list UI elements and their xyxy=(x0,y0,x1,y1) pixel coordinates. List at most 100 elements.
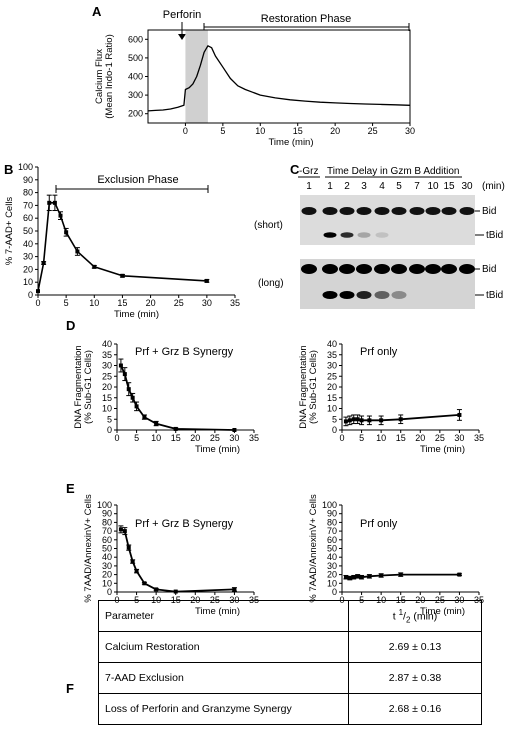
chart-e-left-y-tick-label: 10 xyxy=(102,578,112,588)
chart-d-right-data-point xyxy=(343,419,348,424)
blot-lane-label: 10 xyxy=(427,181,439,192)
blot-lane-label: 1 xyxy=(327,181,333,192)
blot-lane-labels: 1 1 2 3 4 5 7 10 15 30 xyxy=(306,181,473,192)
chart-a-x-tick-label: 0 xyxy=(183,126,188,136)
blot-bid-band-short xyxy=(374,207,390,215)
table-header-parameter: Parameter xyxy=(98,600,349,632)
chart-d-left-data-point xyxy=(173,426,178,431)
panel-label-b: B xyxy=(4,162,13,177)
chart-e-right-y-tick-label: 80 xyxy=(327,517,337,527)
chart-d-left-series-line xyxy=(120,365,235,431)
chart-b-y-tick-label: 40 xyxy=(23,239,33,249)
chart-d-left-y-tick-label: 10 xyxy=(102,404,112,414)
chart-b-data-point xyxy=(52,200,57,205)
blot-bid-band-long xyxy=(425,264,441,274)
chart-e-left-data-point xyxy=(118,527,123,532)
chart-b-data-point xyxy=(92,264,97,269)
chart-e-right-y-tick-label: 0 xyxy=(332,587,337,597)
chart-a-x-tick-label: 10 xyxy=(255,126,265,136)
chart-e-left-y-tick-label: 70 xyxy=(102,526,112,536)
chart-d-right-y-tick-label: 20 xyxy=(327,382,337,392)
perforin-arrow-head xyxy=(178,34,186,40)
chart-b-data-point xyxy=(75,249,80,254)
chart-e-left-y-tick-label: 60 xyxy=(102,535,112,545)
table-header-row: Parameter t 1/2 (min) xyxy=(98,600,482,632)
chart-a-y-tick-label: 600 xyxy=(128,34,143,44)
chart-d-left-data-point xyxy=(122,372,127,377)
table-row-param: Calcium Restoration xyxy=(98,631,349,663)
panel-a-annotations: Perforin Restoration Phase xyxy=(163,9,410,40)
chart-d-left-data-point xyxy=(232,428,237,432)
chart-b-data-point xyxy=(41,261,46,265)
blot-tbid-band-long xyxy=(322,291,338,299)
chart-e-right-data-point xyxy=(367,574,372,579)
blot-lane-label: 3 xyxy=(361,181,367,192)
chart-a-y-tick-label: 500 xyxy=(128,53,143,63)
chart-e-right-data-point xyxy=(355,574,360,579)
table-header-half-life: t 1/2 (min) xyxy=(348,600,482,632)
chart-e-left-data-point xyxy=(154,587,159,592)
table-row: 7-AAD Exclusion 2.87 ± 0.38 xyxy=(98,662,482,694)
blot-lane-label: 7 xyxy=(414,181,420,192)
chart-d-left-data-point xyxy=(154,421,159,426)
blot-bid-band-short xyxy=(441,207,457,215)
blot-tbid-band-long xyxy=(374,291,390,299)
blot-row-long-label: (long) xyxy=(258,278,284,289)
blot-tbid-band-short xyxy=(323,232,337,238)
table-row-value: 2.69 ± 0.13 xyxy=(348,631,482,663)
blot-bid-band-short xyxy=(459,207,475,215)
chart-a-x-tick-label: 20 xyxy=(330,126,340,136)
chart-a-x-tick-label: 25 xyxy=(368,126,378,136)
chart-d-left-y-axis-label: DNA Fragmentation xyxy=(73,345,84,428)
chart-b-y-tick-label: 100 xyxy=(18,162,33,172)
chart-b-x-tick-label: 35 xyxy=(230,298,240,308)
blot-lane-label: 5 xyxy=(396,181,402,192)
chart-d-right-y-tick-label: 40 xyxy=(327,339,337,349)
chart-d-right-data-point xyxy=(367,418,372,423)
blot-bid-band-short xyxy=(339,207,355,215)
chart-d-right-x-axis-label: Time (min) xyxy=(420,444,465,455)
panel-label-c: C xyxy=(290,162,300,177)
blot-bid-label-long: Bid xyxy=(482,264,496,275)
chart-e-right-y-axis-label: % 7AAD/AnnexinV+ Cells xyxy=(308,494,319,603)
chart-d-right-y-tick-label: 0 xyxy=(332,425,337,435)
chart-d-left-x-tick-label: 20 xyxy=(190,433,200,443)
chart-a-calcium-flux: 0 5 10 15 20 25 30 200 300 400 500 600 Time (min) Cal… xyxy=(94,29,415,148)
chart-e-right-data-point xyxy=(398,572,403,577)
chart-e-prf-only: 0 5 10 15 20 25 30 350102030405060708090100Time… xyxy=(308,494,484,617)
chart-e-left-y-tick-label: 100 xyxy=(97,500,112,510)
chart-b-x-tick-label: 10 xyxy=(89,298,99,308)
blot-bid-band-long xyxy=(374,264,390,274)
blot-bid-band-long xyxy=(409,264,425,274)
blot-tbid-band-long xyxy=(356,291,372,299)
chart-e-right-y-tick-label: 20 xyxy=(327,570,337,580)
chart-d-left-data-point xyxy=(142,415,147,420)
chart-d-right-data-point xyxy=(398,417,403,422)
blot-lane-label: 2 xyxy=(344,181,350,192)
panel-label-d: D xyxy=(66,318,75,333)
chart-e-right-data-point xyxy=(343,575,348,580)
blot-tbid-label-short: tBid xyxy=(486,230,503,241)
chart-d-right-x-tick-label: 20 xyxy=(415,433,425,443)
chart-d-right-x-tick-label: 30 xyxy=(454,433,464,443)
blot-bid-band-short xyxy=(425,207,441,215)
blot-tbid-band-short xyxy=(340,232,354,238)
chart-b-y-tick-label: 10 xyxy=(23,277,33,287)
chart-d-left-x-tick-label: 15 xyxy=(171,433,181,443)
chart-d-left-y-tick-label: 35 xyxy=(102,350,112,360)
chart-d-right-y-tick-label: 30 xyxy=(327,361,337,371)
chart-b-y-tick-label: 20 xyxy=(23,264,33,274)
chart-e-left-data-point xyxy=(130,559,135,564)
blot-bid-band-long xyxy=(301,264,317,274)
chart-e-synergy: 0 5 10 15 20 25 30 350102030405060708090100Time… xyxy=(83,494,259,617)
chart-d-right-data-point xyxy=(379,418,384,423)
blot-row-short-label: (short) xyxy=(254,220,283,231)
chart-e-left-series-line xyxy=(120,528,235,593)
chart-a-x-axis-label: Time (min) xyxy=(268,137,313,148)
panel-b-annotations: Exclusion Phase xyxy=(55,174,209,193)
exclusion-phase-label: Exclusion Phase xyxy=(97,174,178,186)
chart-d-left-x-axis-label: Time (min) xyxy=(195,444,240,455)
blot-bid-band-short xyxy=(409,207,425,215)
chart-a-y-tick-label: 400 xyxy=(128,72,143,82)
chart-b-y-tick-label: 90 xyxy=(23,175,33,185)
